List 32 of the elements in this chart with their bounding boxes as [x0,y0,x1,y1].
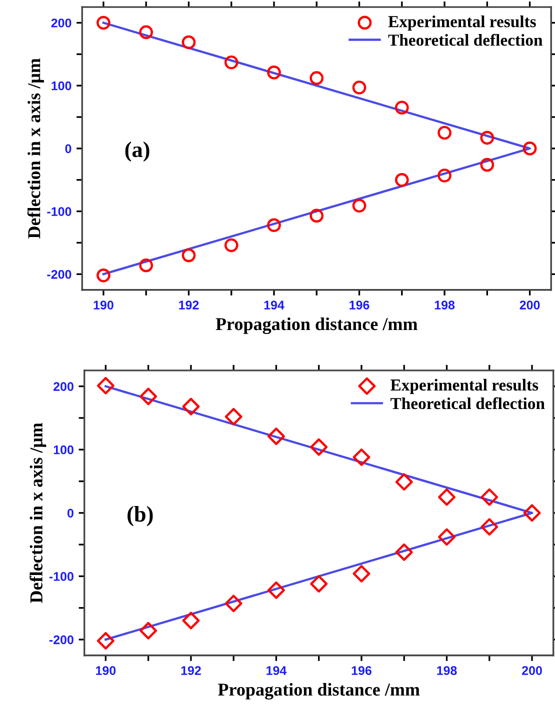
y-tick-label: 0 [67,508,74,518]
x-tick-label: 198 [434,300,455,310]
y-tick-label: -200 [49,635,74,644]
y-tick-label: -200 [47,270,72,279]
x-tick-label: 190 [96,666,116,675]
x-tick-label: 192 [179,300,199,310]
legend-label: Experimental results [390,378,538,394]
annotation: (a) [125,142,150,162]
y-tick-label: 200 [54,382,74,391]
y-tick-label: -100 [49,572,74,581]
y-tick-label: 200 [51,18,72,28]
y-tick-label: 100 [52,81,72,90]
x-tick-label: 190 [94,300,114,310]
x-tick-label: 200 [520,300,540,310]
legend-label: Experimental results [388,16,536,31]
y-axis-title: Deflection in x axis /μm [27,58,44,239]
y-axis-title: Deflection in x axis /μm [30,422,46,603]
legend-label: Theoretical deflection [388,34,543,46]
x-tick-label: 196 [352,666,372,675]
x-tick-label: 200 [522,666,542,675]
x-tick-label: 198 [437,666,457,675]
x-axis-title: Propagation distance /mm [218,683,420,700]
y-tick-label: 0 [65,144,72,154]
y-tick-label: 100 [54,445,74,454]
annotation: (b) [128,506,153,526]
x-tick-label: 192 [181,666,201,675]
legend-label: Theoretical deflection [390,397,545,410]
x-axis-title: Propagation distance /mm [216,317,418,334]
x-tick-label: 196 [350,300,370,310]
x-tick-label: 194 [266,666,287,675]
x-tick-label: 194 [264,300,284,310]
y-tick-label: -100 [47,207,72,216]
